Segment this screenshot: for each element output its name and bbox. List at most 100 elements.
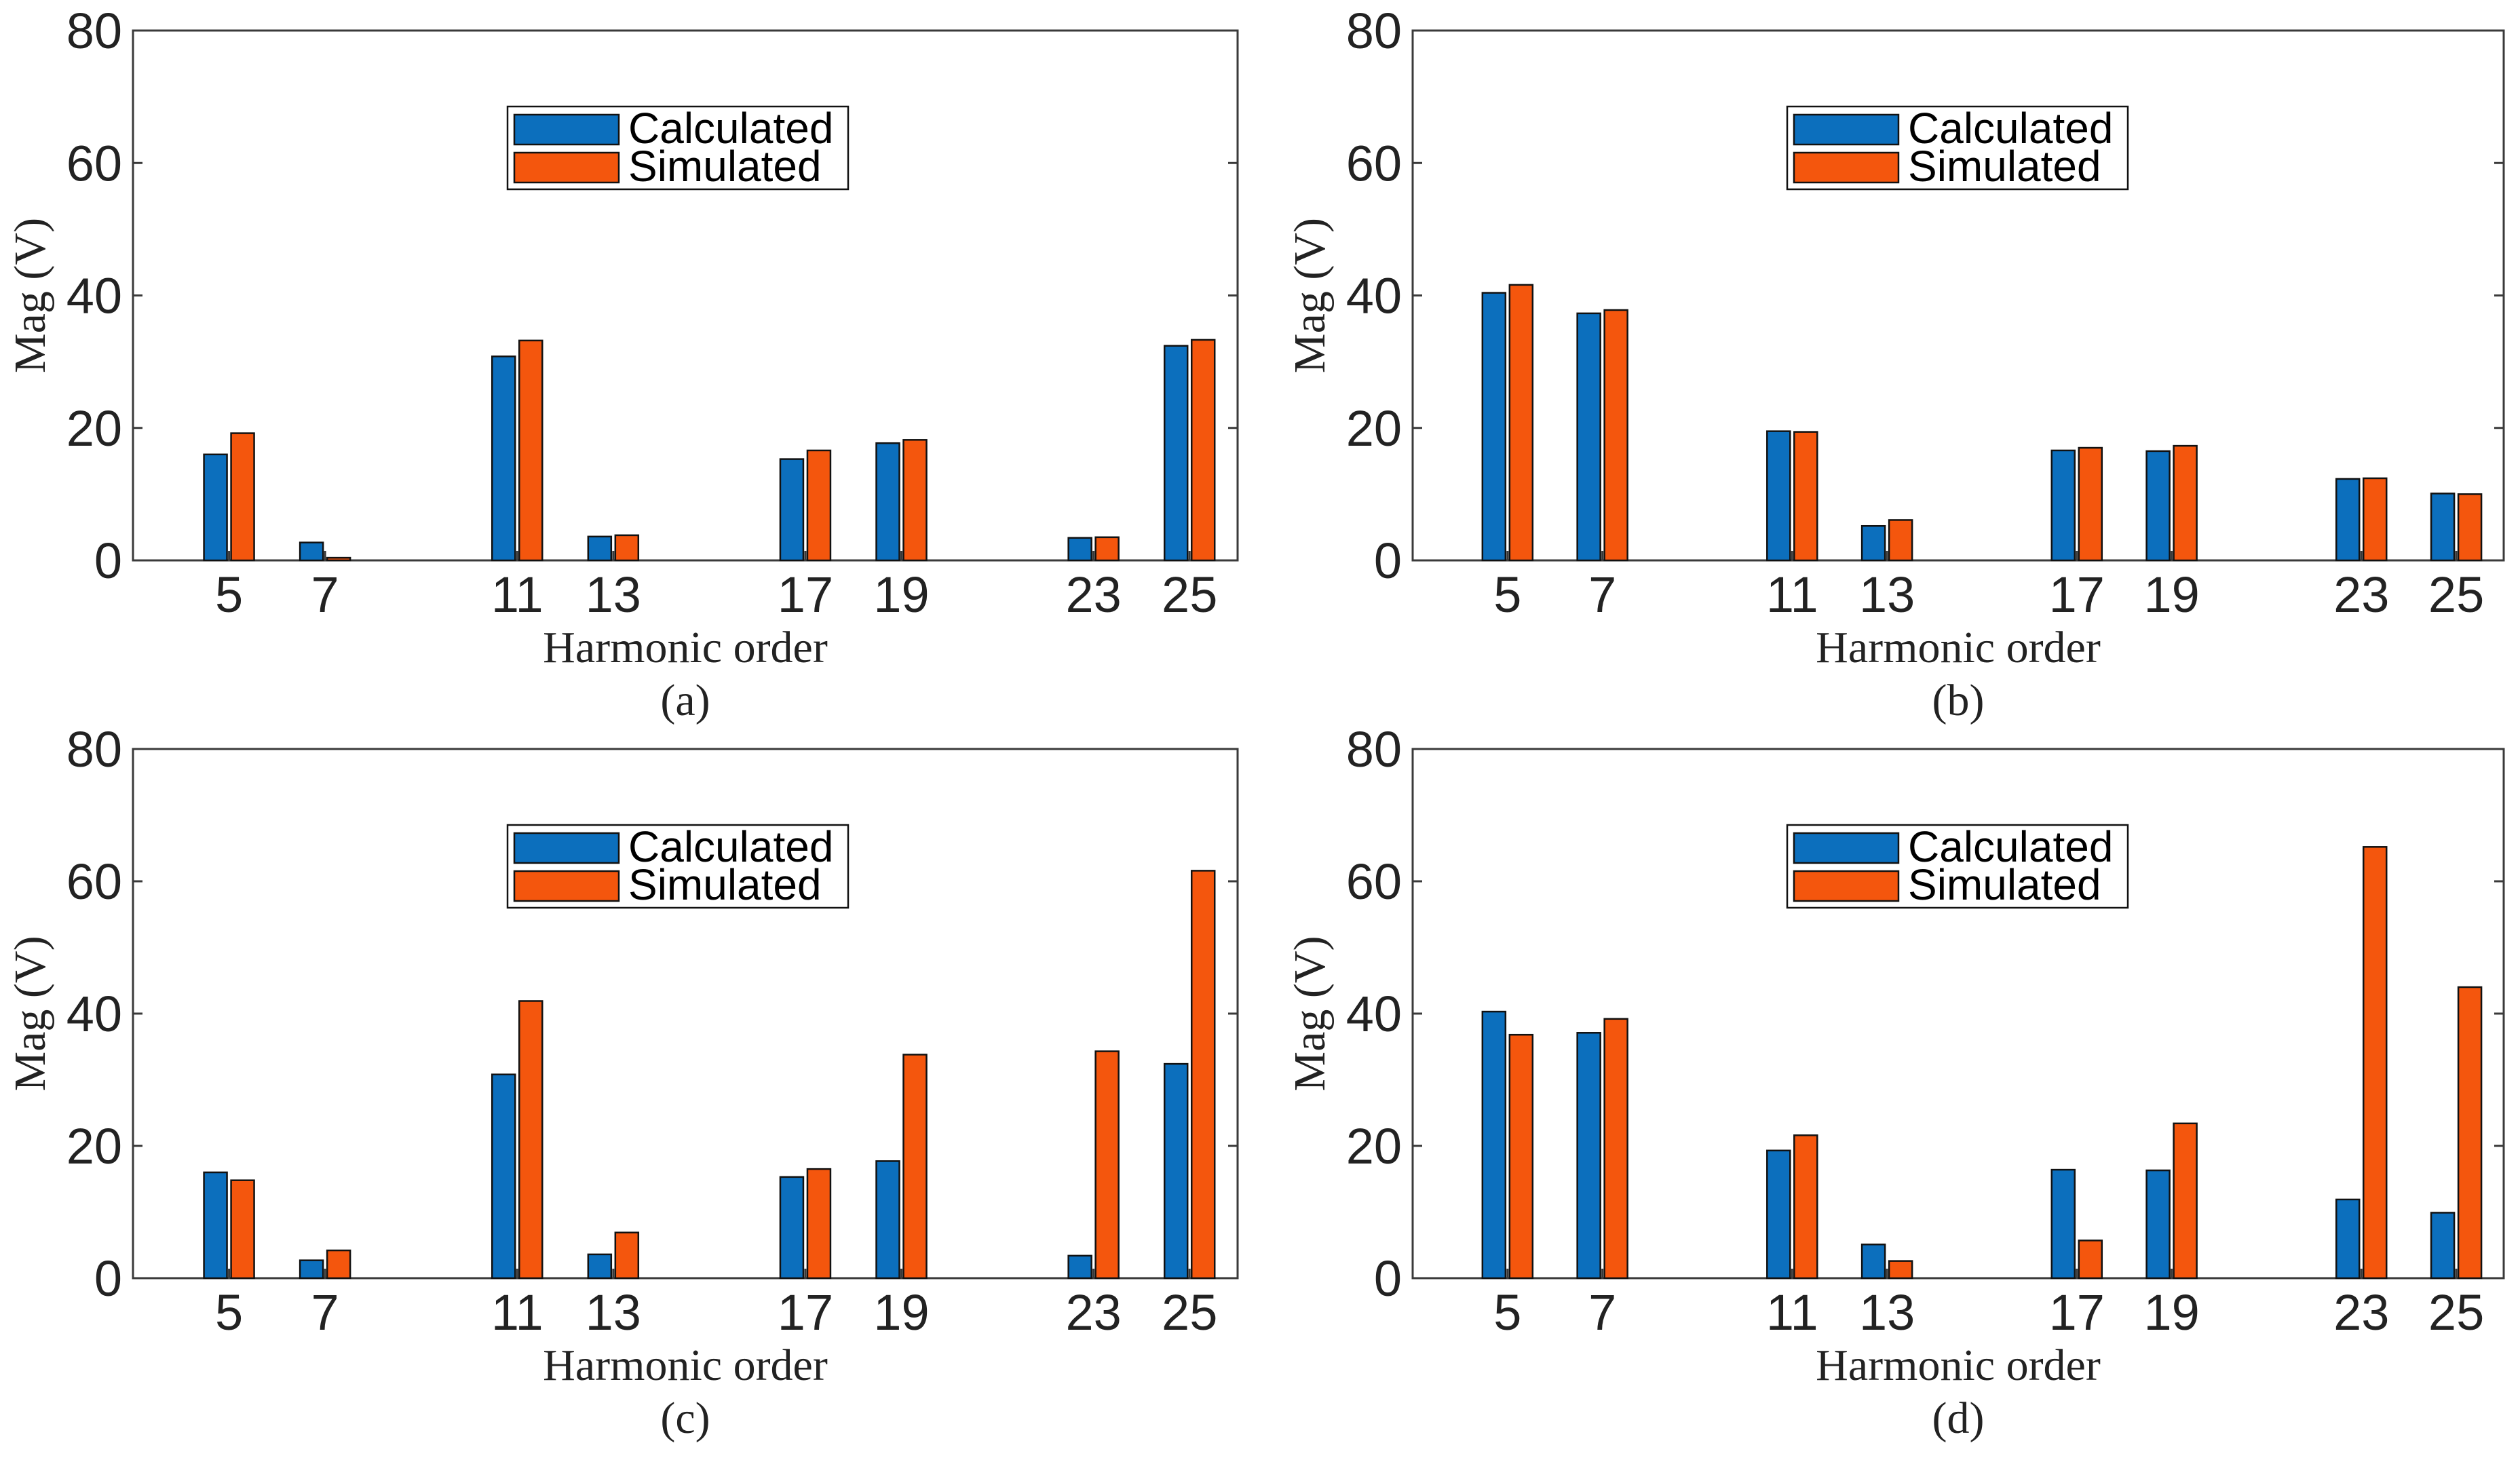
legend-label-simulated: Simulated — [628, 860, 822, 909]
y-axis-title: Mag (V) — [1285, 936, 1335, 1091]
x-tick-label: 23 — [2333, 1284, 2389, 1341]
bar-calculated-h13 — [1860, 524, 1886, 562]
x-tick-label: 13 — [586, 566, 641, 623]
bar-calculated-h25 — [1163, 1062, 1189, 1280]
legend-swatch-simulated — [513, 870, 620, 902]
bar-calculated-h17 — [2050, 1168, 2076, 1280]
y-tick-label: 80 — [66, 721, 122, 777]
x-tick-label: 5 — [215, 566, 243, 623]
bar-simulated-h19 — [902, 1054, 928, 1280]
legend-swatch-calculated — [1793, 832, 1900, 864]
bar-simulated-h23 — [1094, 536, 1120, 562]
bar-simulated-h19 — [2173, 1122, 2198, 1280]
chart-panel-0: 0 20 40 60 80 5 7 11 13 17 19 23 25 Harmonic order(a)… — [5, 3, 1239, 725]
bar-simulated-h11 — [1793, 431, 1818, 562]
bar-simulated-h23 — [1094, 1050, 1120, 1280]
y-axis-title: Mag (V) — [1285, 218, 1335, 373]
x-tick-label: 7 — [311, 566, 339, 623]
x-tick-label: 19 — [2143, 1284, 2199, 1341]
y-tick-label: 40 — [66, 268, 122, 324]
bar-simulated-h19 — [902, 439, 928, 562]
legend-swatch-calculated — [513, 832, 620, 864]
x-tick-label: 25 — [1162, 566, 1217, 623]
bar-calculated-h17 — [779, 458, 805, 562]
bar-simulated-h5 — [1508, 284, 1534, 562]
bar-calculated-h17 — [2050, 449, 2076, 562]
bar-calculated-h19 — [875, 1160, 900, 1280]
x-tick-label: 11 — [1766, 1284, 1818, 1341]
bar-calculated-h25 — [2430, 1212, 2456, 1280]
bar-calculated-h5 — [1481, 292, 1507, 562]
bar-calculated-h19 — [2145, 1169, 2171, 1280]
panel-caption: (b) — [1932, 676, 1985, 725]
panel-caption: (c) — [660, 1394, 710, 1443]
x-tick-label: 17 — [778, 566, 833, 623]
y-tick-label: 20 — [1346, 400, 1402, 457]
bar-simulated-h7 — [326, 1249, 351, 1280]
chart-panel-3: 0 20 40 60 80 5 7 11 13 17 19 23 25 Harmonic order(d)… — [1285, 721, 2505, 1443]
legend-label-calculated: Calculated — [1908, 822, 2113, 871]
bar-simulated-h17 — [2078, 1240, 2103, 1280]
x-tick-label: 17 — [2049, 1284, 2105, 1341]
x-tick-label: 25 — [1162, 1284, 1217, 1341]
x-tick-label: 11 — [491, 566, 543, 623]
bar-simulated-h5 — [230, 432, 255, 562]
bar-simulated-h25 — [2457, 493, 2483, 562]
bar-simulated-h13 — [614, 1231, 640, 1280]
x-tick-label: 19 — [2143, 566, 2199, 623]
y-axis-title: Mag (V) — [5, 218, 55, 373]
legend-label-calculated: Calculated — [628, 104, 833, 153]
x-tick-label: 11 — [491, 1284, 543, 1341]
x-axis-title: Harmonic order — [543, 1341, 828, 1390]
bar-calculated-h11 — [491, 356, 516, 562]
bar-calculated-h23 — [1067, 1254, 1092, 1280]
y-tick-label: 80 — [1346, 3, 1402, 59]
bar-calculated-h5 — [203, 1171, 228, 1280]
x-tick-label: 25 — [2428, 1284, 2484, 1341]
x-tick-label: 7 — [1588, 1284, 1616, 1341]
bar-simulated-h7 — [1603, 309, 1628, 562]
x-tick-label: 25 — [2428, 566, 2484, 623]
bar-calculated-h23 — [1067, 537, 1092, 562]
bar-calculated-h19 — [875, 442, 900, 562]
x-tick-label: 23 — [2333, 566, 2389, 623]
x-axis-title: Harmonic order — [1816, 1341, 2101, 1390]
y-tick-label: 20 — [1346, 1118, 1402, 1174]
legend-swatch-simulated — [1793, 870, 1900, 902]
bar-calculated-h7 — [299, 541, 324, 562]
bar-simulated-h5 — [1508, 1033, 1534, 1280]
bar-simulated-h11 — [518, 1000, 543, 1280]
legend-label-simulated: Simulated — [1908, 860, 2101, 909]
bar-calculated-h13 — [587, 1253, 613, 1280]
x-axis-title: Harmonic order — [1816, 623, 2101, 672]
y-tick-label: 60 — [1346, 853, 1402, 910]
bar-simulated-h13 — [1888, 519, 1913, 562]
bar-calculated-h25 — [1163, 345, 1189, 562]
legend-label-calculated: Calculated — [1908, 104, 2113, 153]
bar-simulated-h13 — [1888, 1260, 1913, 1280]
legend-swatch-calculated — [513, 113, 620, 146]
x-tick-label: 23 — [1065, 1284, 1121, 1341]
x-tick-label: 13 — [586, 1284, 641, 1341]
legend-swatch-calculated — [1793, 113, 1900, 146]
bar-calculated-h11 — [491, 1073, 516, 1280]
legend-label-calculated: Calculated — [628, 822, 833, 871]
x-tick-label: 19 — [873, 1284, 929, 1341]
bar-calculated-h5 — [1481, 1010, 1507, 1280]
y-tick-label: 20 — [66, 400, 122, 457]
bar-simulated-h17 — [806, 449, 832, 562]
x-tick-label: 13 — [1859, 566, 1915, 623]
bar-calculated-h17 — [779, 1176, 805, 1280]
bar-calculated-h5 — [203, 453, 228, 562]
x-tick-label: 11 — [1766, 566, 1818, 623]
bar-simulated-h5 — [230, 1179, 255, 1280]
x-tick-label: 7 — [311, 1284, 339, 1341]
y-tick-label: 60 — [66, 853, 122, 910]
y-tick-label: 40 — [1346, 986, 1402, 1042]
chart-panel-2: 0 20 40 60 80 5 7 11 13 17 19 23 25 Harmonic order(c)… — [5, 721, 1239, 1443]
x-axis-title: Harmonic order — [543, 623, 828, 672]
bar-calculated-h13 — [587, 535, 613, 562]
legend-swatch-simulated — [513, 151, 620, 184]
